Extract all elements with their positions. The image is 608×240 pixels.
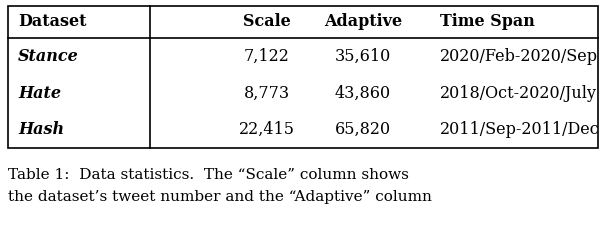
Text: 2011/Sep-2011/Dec: 2011/Sep-2011/Dec: [440, 121, 599, 138]
Text: Time Span: Time Span: [440, 13, 535, 30]
Text: Adaptive: Adaptive: [324, 13, 402, 30]
Text: Hate: Hate: [18, 84, 61, 102]
Text: the dataset’s tweet number and the “Adaptive” column: the dataset’s tweet number and the “Adap…: [8, 190, 432, 204]
Text: Stance: Stance: [18, 48, 79, 65]
Text: 2018/Oct-2020/July: 2018/Oct-2020/July: [440, 84, 597, 102]
Text: Table 1:  Data statistics.  The “Scale” column shows: Table 1: Data statistics. The “Scale” co…: [8, 168, 409, 182]
Bar: [8, 6, 598, 148]
Text: 43,860: 43,860: [335, 84, 391, 102]
Text: Scale: Scale: [243, 13, 291, 30]
Text: 65,820: 65,820: [335, 121, 391, 138]
Text: 7,122: 7,122: [244, 48, 290, 65]
Text: 35,610: 35,610: [335, 48, 391, 65]
Text: 22,415: 22,415: [239, 121, 295, 138]
Text: Hash: Hash: [18, 121, 64, 138]
Text: 8,773: 8,773: [244, 84, 290, 102]
Text: 2020/Feb-2020/Sep: 2020/Feb-2020/Sep: [440, 48, 598, 65]
Text: Dataset: Dataset: [18, 13, 86, 30]
